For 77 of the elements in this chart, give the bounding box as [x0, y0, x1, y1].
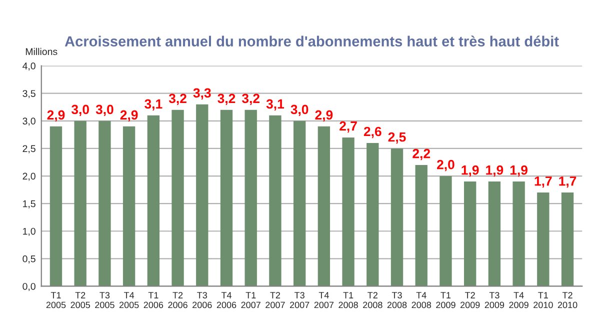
y-tick-label: 0,0: [22, 282, 36, 291]
bar: [561, 192, 574, 286]
data-label: 2,9: [47, 110, 65, 122]
x-tick-label: T3 2005: [95, 292, 114, 308]
bar: [269, 115, 282, 286]
bar: [318, 126, 330, 286]
data-label: 1,7: [559, 176, 576, 188]
data-label: 1,7: [534, 176, 552, 188]
y-axis-title: Millions: [26, 48, 58, 56]
x-tick-label: T2 2010: [558, 292, 578, 308]
bar: [220, 110, 233, 286]
x-tick-label: T4 2005: [119, 292, 139, 308]
chart-title: Acroissement annuel du nombre d'abonnements haut et très haut débit: [64, 36, 559, 46]
x-tick-label: T1 2007: [241, 292, 260, 308]
data-label: 1,9: [510, 165, 528, 177]
bar: [74, 120, 86, 286]
data-label: 3,0: [96, 104, 114, 116]
x-tick-label: T4 2009: [509, 292, 528, 308]
x-tick-label: T1 2005: [46, 292, 66, 308]
bar: [415, 164, 428, 286]
x-tick-label: T3 2009: [484, 292, 504, 308]
bar: [390, 148, 404, 286]
y-tick-label: 4,0: [22, 62, 36, 71]
data-label: 1,9: [486, 165, 504, 177]
data-label: 3,3: [193, 88, 211, 100]
data-label: 3,2: [168, 94, 186, 106]
data-label: 2,2: [412, 148, 430, 160]
data-label: 1,9: [462, 165, 479, 177]
data-label: 3,0: [290, 104, 308, 116]
data-label: 2,5: [388, 132, 406, 144]
bar: [512, 182, 525, 286]
data-label: 2,9: [120, 110, 138, 122]
bar: [244, 110, 257, 286]
x-tick-label: T2 2007: [266, 292, 285, 308]
x-tick-label: T4 2007: [314, 292, 334, 308]
y-tick-label: 0,5: [22, 255, 36, 264]
data-label: 2,6: [364, 126, 382, 138]
y-tick-label: 1,5: [23, 200, 36, 208]
x-tick-label: T2 2009: [460, 292, 480, 308]
data-label: 3,1: [144, 99, 162, 111]
data-label: 2,0: [437, 160, 454, 172]
bar: [172, 110, 184, 286]
x-tick-label: T3 2008: [387, 292, 407, 308]
bar: [440, 176, 452, 286]
bar: [366, 142, 379, 286]
x-tick-label: T1 2008: [338, 292, 358, 308]
data-label: 3,2: [242, 94, 260, 106]
x-tick-label: T3 2006: [192, 292, 212, 308]
bar: [122, 126, 136, 286]
x-tick-label: T1 2006: [144, 292, 164, 308]
x-tick-label: T1 2009: [436, 292, 456, 308]
y-tick-label: 1,0: [23, 228, 36, 236]
y-tick-label: 3,5: [22, 90, 36, 98]
data-label: 3,0: [71, 104, 89, 116]
x-tick-label: T2 2008: [363, 292, 382, 308]
bar: [98, 120, 111, 286]
x-tick-label: T2 2005: [70, 292, 90, 308]
data-label: 3,2: [218, 94, 236, 106]
bar: [464, 182, 476, 286]
y-tick-label: 3,0: [22, 118, 36, 126]
x-tick-label: T4 2008: [412, 292, 432, 308]
data-label: 3,1: [266, 99, 284, 111]
data-label: 2,9: [315, 110, 333, 122]
bar: [342, 137, 354, 286]
x-tick-label: T3 2007: [290, 292, 310, 308]
x-tick-label: T4 2006: [216, 292, 236, 308]
bar: [196, 104, 208, 286]
bar: [537, 192, 550, 286]
bar: [147, 115, 160, 286]
y-tick-label: 2,5: [22, 145, 36, 154]
bar: [488, 182, 501, 286]
y-tick-label: 2,0: [22, 172, 36, 181]
x-tick-label: T1 2010: [534, 292, 553, 308]
data-label: 2,7: [340, 121, 357, 133]
bar: [50, 126, 62, 286]
x-tick-label: T2 2006: [168, 292, 188, 308]
bar: [293, 120, 306, 286]
